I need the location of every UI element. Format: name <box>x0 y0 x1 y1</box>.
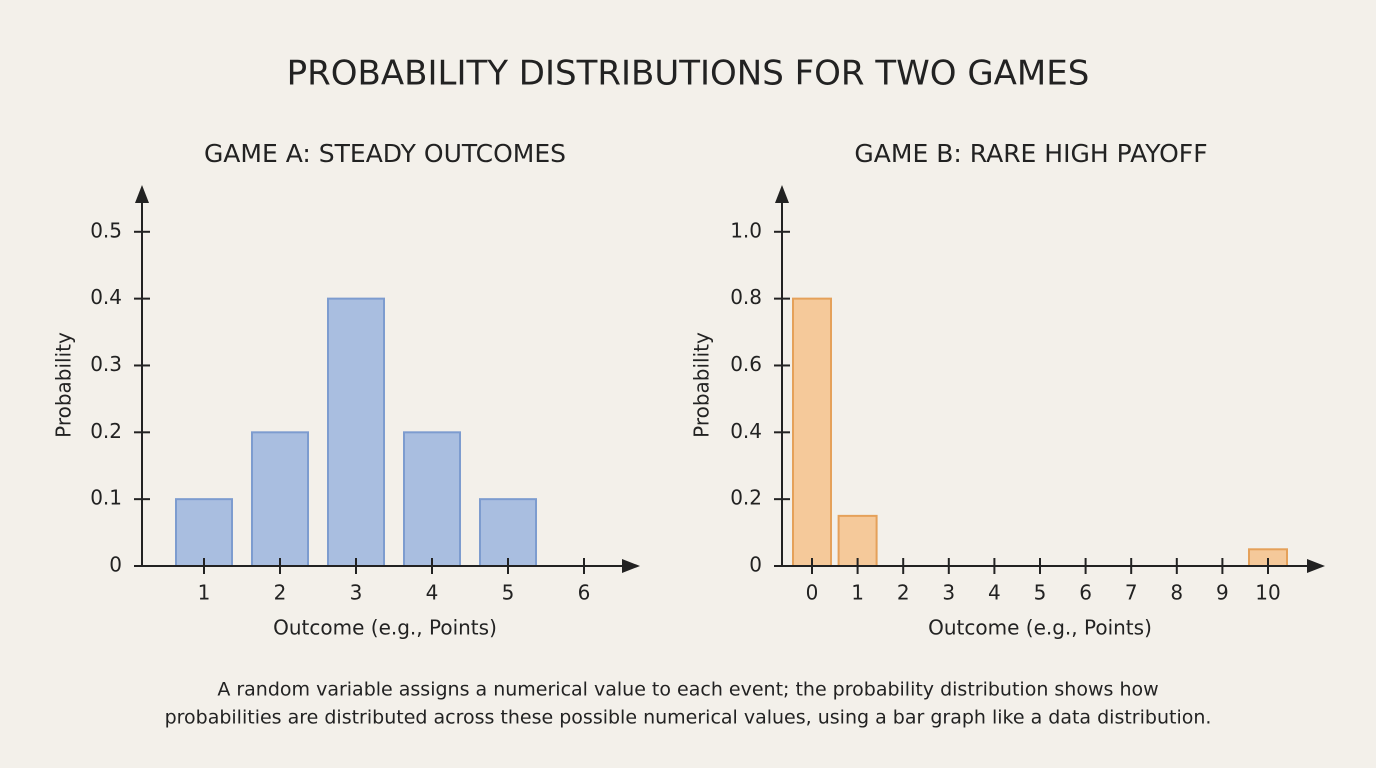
y-tick-label: 0.2 <box>730 486 762 510</box>
y-tick-label: 0 <box>109 553 122 577</box>
x-tick-label: 2 <box>274 581 287 605</box>
y-tick-label: 1.0 <box>730 218 762 242</box>
x-tick-label: 4 <box>988 581 1001 605</box>
x-tick-label: 0 <box>806 581 819 605</box>
y-axis-arrow <box>775 185 789 203</box>
x-tick-label: 6 <box>578 581 591 605</box>
x-axis-arrow <box>622 559 640 573</box>
y-tick-label: 0.3 <box>90 352 122 376</box>
x-tick-label: 9 <box>1216 581 1229 605</box>
x-tick-label: 4 <box>426 581 439 605</box>
y-tick-label: 0.4 <box>730 419 762 443</box>
page-title: PROBABILITY DISTRIBUTIONS FOR TWO GAMES <box>287 54 1090 94</box>
y-tick-label: 0.8 <box>730 285 762 309</box>
caption-line: A random variable assigns a numerical va… <box>217 679 1158 701</box>
x-tick-label: 3 <box>942 581 955 605</box>
bar <box>175 498 233 567</box>
bar <box>479 498 537 567</box>
x-tick-label: 5 <box>1034 581 1047 605</box>
y-tick-label: 0 <box>749 553 762 577</box>
x-axis-arrow <box>1307 559 1325 573</box>
x-tick-label: 6 <box>1079 581 1092 605</box>
x-tick-label: 5 <box>502 581 515 605</box>
y-axis-arrow <box>135 185 149 203</box>
x-axis-title: Outcome (e.g., Points) <box>273 616 497 640</box>
chart-title: GAME B: RARE HIGH PAYOFF <box>854 139 1207 168</box>
bar <box>792 297 832 567</box>
y-axis-title: Probability <box>52 332 76 438</box>
bar <box>251 431 309 567</box>
y-tick-label: 0.6 <box>730 352 762 376</box>
x-tick-label: 7 <box>1125 581 1138 605</box>
x-tick-label: 2 <box>897 581 910 605</box>
x-tick-label: 3 <box>350 581 363 605</box>
x-tick-label: 8 <box>1170 581 1183 605</box>
y-tick-label: 0.2 <box>90 419 122 443</box>
x-tick-label: 10 <box>1255 581 1280 605</box>
y-tick-label: 0.1 <box>90 486 122 510</box>
x-axis-title: Outcome (e.g., Points) <box>928 616 1152 640</box>
y-axis-title: Probability <box>690 332 714 438</box>
chart-title: GAME A: STEADY OUTCOMES <box>204 139 566 168</box>
y-tick-label: 0.4 <box>90 285 122 309</box>
bar <box>403 431 461 567</box>
bar <box>327 297 385 567</box>
x-tick-label: 1 <box>198 581 211 605</box>
x-tick-label: 1 <box>851 581 864 605</box>
y-tick-label: 0.5 <box>90 218 122 242</box>
caption-line: probabilities are distributed across the… <box>165 707 1212 729</box>
